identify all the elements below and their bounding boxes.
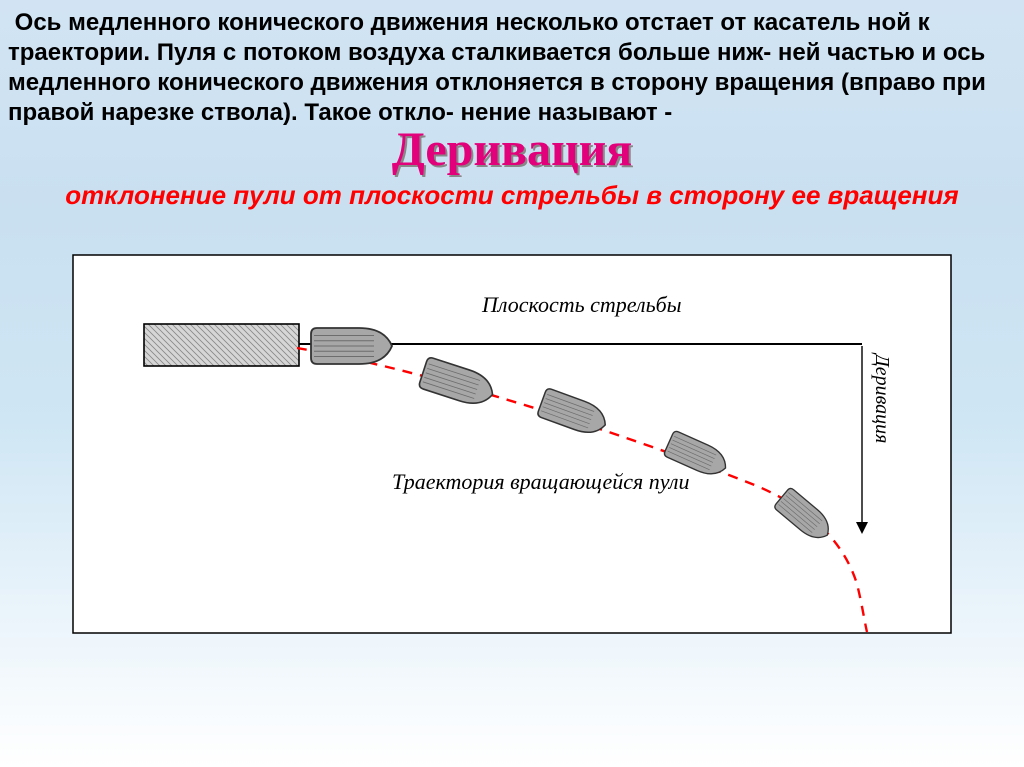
label-trajectory: Траектория вращающейся пули: [392, 469, 689, 494]
slide-bg: Ось медленного конического движения неск…: [0, 0, 1024, 767]
subtitle-text: отклонение пули от плоскости стрельбы в …: [6, 177, 1018, 212]
slide-title: Деривация: [6, 122, 1018, 177]
label-firing-plane: Плоскость стрельбы: [481, 292, 682, 317]
rifle-barrel: [144, 324, 299, 366]
label-derivation: Деривация: [871, 352, 893, 443]
diagram-svg: Плоскость стрельбы Траектория вращающейся…: [72, 254, 952, 634]
diagram-container: Плоскость стрельбы Траектория вращающейся…: [72, 254, 952, 639]
intro-text: Ось медленного конического движения неск…: [6, 8, 1018, 128]
